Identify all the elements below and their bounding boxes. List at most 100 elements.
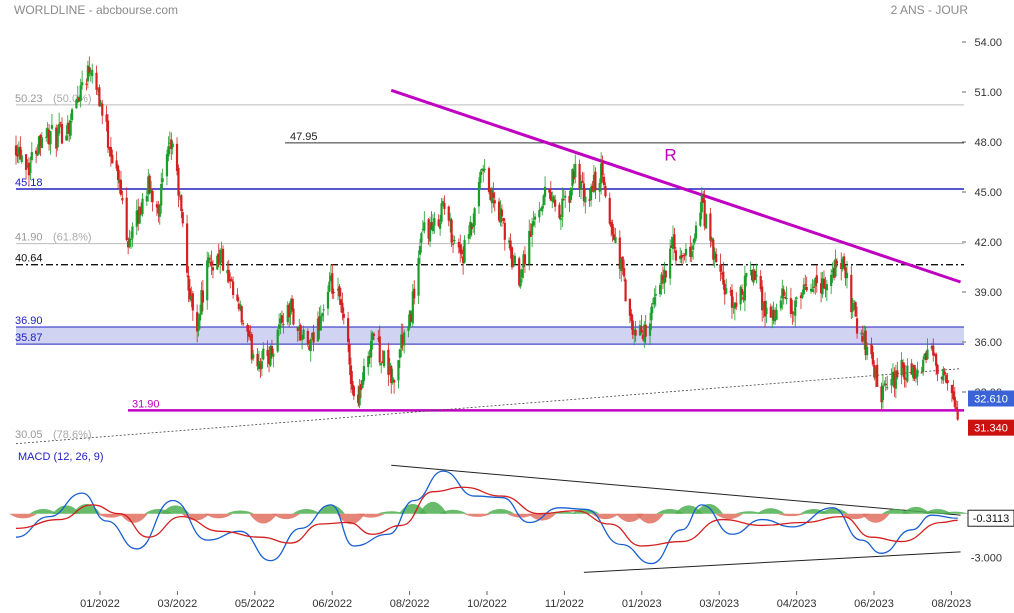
close-badge-text: 31.340 [974,423,1008,435]
price-badge-text: 32.610 [974,394,1008,406]
candle-body [47,129,51,145]
candle-body [932,345,935,356]
candle-body [802,284,805,295]
candle-body [492,192,495,198]
candle-body [699,212,702,226]
candle-body [358,386,361,406]
candle-body [812,286,816,288]
candle-body [720,272,724,275]
candle-body [840,263,843,270]
candle-body [467,234,470,239]
candle-body [725,288,728,294]
candle-body [286,304,289,323]
candle-body [600,163,603,184]
candle-body [81,82,84,86]
candle-body [623,268,626,277]
candle-body [863,332,866,342]
candle-body [854,302,857,317]
candle-body [312,332,315,343]
candle-body [439,222,442,229]
candle-body [221,248,225,271]
candle-body [299,325,302,341]
candle-body [775,309,778,320]
level-extra: (50.0%) [53,93,92,105]
candle-body [158,204,161,217]
candle-body [301,339,304,341]
candle-body [116,165,120,181]
candle-body [401,334,404,345]
candle-body [27,162,31,176]
candle-body [571,169,574,187]
candle-body [904,378,908,380]
candle-body [24,154,28,170]
candle-body [692,245,695,250]
candle-body [762,302,765,310]
candle-body [423,222,426,231]
candle-body [864,330,867,356]
candle-body [157,204,160,214]
candle-body [247,330,251,337]
candle-body [331,273,334,294]
candle-body [589,187,593,201]
candle-body [118,179,121,184]
candle-body [834,259,837,277]
candle-body [594,171,597,191]
candle-body [98,87,101,107]
candle-body [710,238,713,242]
candle-body [39,135,42,147]
candle-body [341,302,344,313]
candle-body [220,250,223,252]
candle-body [503,222,506,240]
candle-body [78,97,81,102]
price-trendlines: R [15,88,962,445]
level-label: 50.23 [15,93,43,105]
histogram-bar [29,509,58,514]
candle-body [460,249,463,255]
price-badge [968,390,1014,407]
candle-body [564,195,567,198]
candle-body [141,198,144,215]
candle-body [914,373,918,379]
candle-body [694,225,698,239]
candle-body [508,240,511,243]
candle-body [421,228,424,231]
candle-body [952,391,955,400]
histogram-bar [881,509,910,514]
candle-body [870,343,873,355]
candle-body [89,73,92,75]
candle-body [805,286,808,291]
candle-body [20,155,23,163]
candle-body [211,267,215,271]
candle-body [368,356,371,358]
histogram-bar [52,505,81,514]
macd-badge-text: -0.3113 [973,513,1010,525]
candle-body [763,300,767,317]
candle-body [290,298,294,311]
candle-body [712,239,715,260]
candle-body [101,103,104,116]
histogram-bar [674,505,703,514]
histogram-bar [292,509,321,514]
candle-body [259,363,262,370]
candle-body [227,269,230,282]
candle-body [26,165,29,167]
candle-body [631,320,634,335]
candle-body [349,365,353,385]
level-label: 47.95 [290,131,318,143]
y-tick-label: 48.00 [974,137,1002,149]
candle-body [684,248,688,256]
candle-body [930,345,933,349]
candle-body [910,363,913,375]
candle-body [352,386,355,397]
candle-body [292,308,295,325]
candle-body [483,168,486,170]
candle-body [801,292,804,298]
candle-body [519,278,522,287]
candle-body [940,376,943,380]
candle-body [792,312,795,315]
candle-body [894,370,897,389]
histogram-bar [377,511,406,514]
candle-body [513,255,516,264]
candle-body [242,323,245,325]
candle-body [681,255,685,257]
